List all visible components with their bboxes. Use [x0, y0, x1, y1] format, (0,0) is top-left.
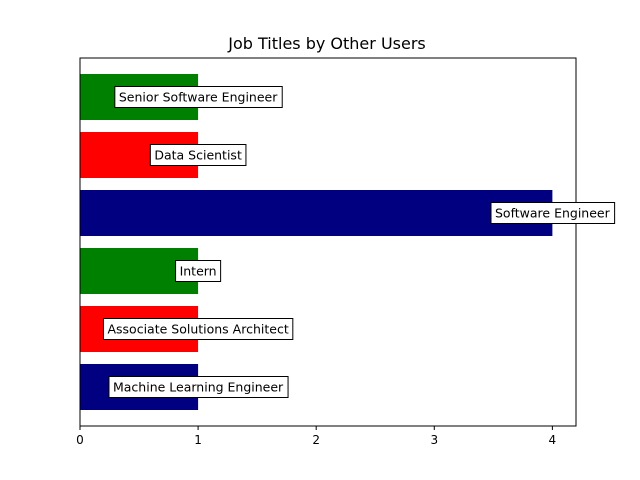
bar-label-box [490, 202, 616, 224]
bar-label-box [102, 318, 294, 340]
bar-label-text: Data Scientist [154, 148, 242, 163]
axes-frame [79, 57, 577, 427]
bar-label-text: Intern [180, 264, 217, 279]
bar-label-2: Associate Solutions Architect [102, 318, 294, 340]
x-tick-label: 0 [76, 433, 84, 447]
x-tick-label: 4 [549, 433, 557, 447]
bar-label-text: Software Engineer [495, 206, 611, 221]
bar-label-6: Senior Software Engineer [114, 86, 283, 108]
bar-label-text: Machine Learning Engineer [113, 380, 284, 395]
bar-labels-layer: Machine Learning Engineer Associate Solut… [102, 86, 616, 398]
x-tick-label: 2 [312, 433, 320, 447]
bar-label-box [114, 86, 283, 108]
x-tick-label: 3 [430, 433, 438, 447]
bar-label-3: Intern [175, 260, 222, 282]
bar-label-box [108, 376, 289, 398]
bar-label-box [149, 144, 247, 166]
x-axis: 0 1 2 3 4 [76, 426, 556, 447]
bar-label-5: Data Scientist [149, 144, 247, 166]
bar-label-text: Senior Software Engineer [119, 90, 278, 105]
bar-label-1: Machine Learning Engineer [108, 376, 289, 398]
bar-4 [80, 190, 553, 236]
x-tick-label: 1 [194, 433, 202, 447]
bar-label-box [175, 260, 222, 282]
bar-label-4: Software Engineer [490, 202, 616, 224]
chart-title: Job Titles by Other Users [227, 34, 426, 53]
bar-label-text: Associate Solutions Architect [107, 322, 288, 337]
